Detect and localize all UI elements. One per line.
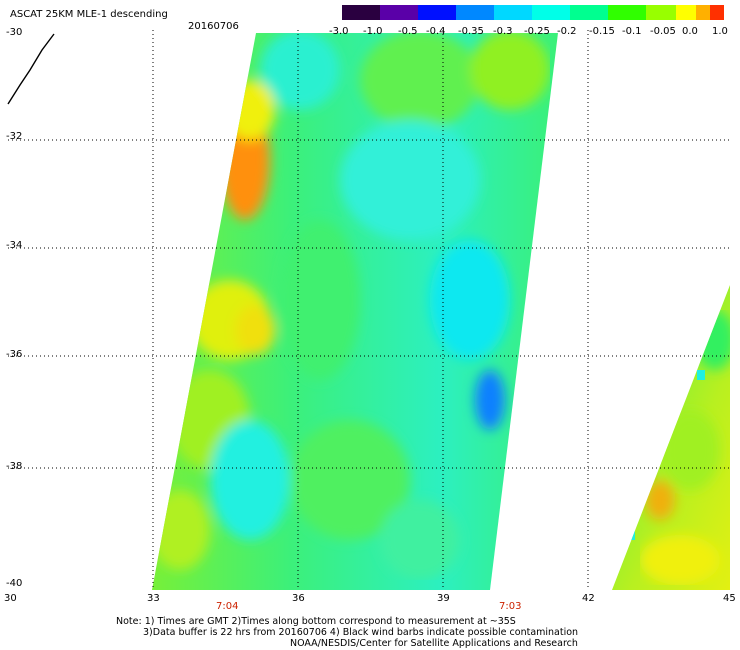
product-title: ASCAT 25KM MLE-1 descending [10,9,168,20]
lat-label: -32 [6,131,23,142]
lat-label: -34 [6,240,23,251]
colorbar [342,5,724,20]
colorbar-label: 0.0 [682,26,698,37]
colorbar-label: -0.25 [524,26,550,37]
wind-barb-line [7,33,55,105]
lon-label: 45 [723,593,736,604]
footer-note-3: NOAA/NESDIS/Center for Satellite Applica… [290,638,578,649]
colorbar-label: -0.3 [493,26,513,37]
swath-time-label: 7:03 [499,601,522,612]
lon-label: 33 [147,593,160,604]
lon-label: 30 [4,593,17,604]
colorbar-label: -0.15 [589,26,615,37]
lat-label: -36 [6,349,23,360]
colorbar-label: -0.35 [458,26,484,37]
colorbar-label: -0.05 [650,26,676,37]
colorbar-label: -0.1 [622,26,642,37]
lon-label: 39 [437,593,450,604]
lat-label: -30 [6,27,23,38]
lon-label: 42 [582,593,595,604]
lat-label: -40 [6,578,23,589]
colorbar-label: 1.0 [712,26,728,37]
swath-b [612,285,730,590]
lat-label: -38 [6,461,23,472]
swath-time-label: 7:04 [216,601,239,612]
colorbar-label: -0.5 [398,26,418,37]
date-label: 20160706 [188,21,239,32]
colorbar-label: -3.0 [329,26,349,37]
footer-note-2: 3)Data buffer is 22 hrs from 20160706 4)… [143,627,579,638]
swath-a [152,33,558,590]
gridlines [8,30,730,590]
colorbar-label: -1.0 [363,26,383,37]
footer-note-1: Note: 1) Times are GMT 2)Times along bot… [116,616,516,627]
colorbar-label: -0.2 [557,26,577,37]
lon-label: 36 [292,593,305,604]
colorbar-label: -0.4 [426,26,446,37]
